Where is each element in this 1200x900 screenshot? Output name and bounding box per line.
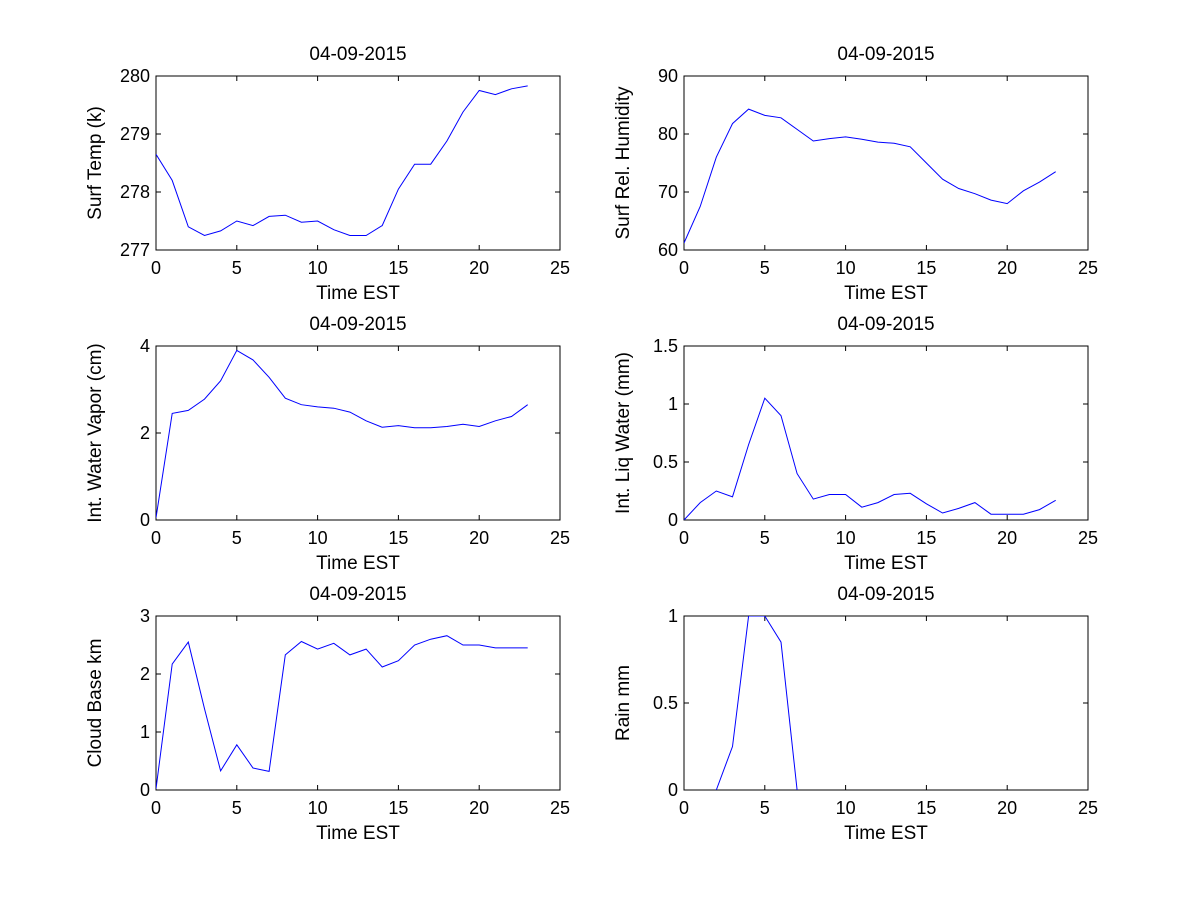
x-tick-label: 15: [388, 258, 408, 278]
x-tick-label: 10: [836, 258, 856, 278]
series-line-1: [156, 349, 528, 518]
x-tick-label: 5: [232, 798, 242, 818]
x-tick-label: 20: [997, 258, 1017, 278]
y-tick-label: 1: [668, 606, 678, 626]
y-tick-label: 2: [140, 423, 150, 443]
x-tick-label: 5: [232, 528, 242, 548]
x-tick-label: 0: [679, 528, 689, 548]
x-tick-label: 0: [151, 798, 161, 818]
series-line-1: [715, 616, 798, 790]
y-tick-label: 3: [140, 606, 150, 626]
y-tick-label: 1: [140, 722, 150, 742]
y-tick-label: 4: [140, 336, 150, 356]
plot-frame: [155, 75, 561, 251]
plot-title: 04-09-2015: [837, 44, 934, 65]
x-tick-label: 10: [308, 798, 328, 818]
y-axis-label: Surf Temp (k): [85, 106, 106, 220]
x-tick-label: 20: [997, 528, 1017, 548]
x-tick-label: 0: [679, 798, 689, 818]
y-tick-label: 0.5: [653, 452, 678, 472]
series-line-1: [156, 635, 528, 789]
y-tick-label: 277: [120, 240, 150, 260]
x-tick-label: 0: [679, 258, 689, 278]
x-tick-label: 5: [232, 258, 242, 278]
y-tick-label: 2: [140, 664, 150, 684]
subplot-6: 0 5 10 15 20 25 0 0.5 1 04-09-2015 Time EST Rain mm: [613, 584, 1098, 844]
x-tick-label: 10: [836, 528, 856, 548]
x-tick-label: 25: [550, 798, 570, 818]
x-tick-label: 15: [916, 258, 936, 278]
x-axis-label: Time EST: [316, 823, 400, 844]
x-tick-label: 10: [836, 798, 856, 818]
plot-title: 04-09-2015: [309, 44, 406, 65]
y-tick-label: 0: [668, 780, 678, 800]
plot-title: 04-09-2015: [837, 314, 934, 335]
y-tick-label: 1.5: [653, 336, 678, 356]
x-tick-label: 25: [550, 258, 570, 278]
plot-frame: [683, 345, 1089, 521]
subplot-5: 0 5 10 15 20 25 0 1 2 3 04-09-2015 Time EST Cloud Ba…: [85, 584, 570, 844]
y-tick-label: 90: [658, 66, 678, 86]
x-tick-label: 5: [760, 798, 770, 818]
plot-frame: [155, 345, 561, 521]
y-tick-label: 0: [668, 510, 678, 530]
plot-title: 04-09-2015: [309, 314, 406, 335]
y-axis-label: Int. Water Vapor (cm): [85, 343, 106, 522]
x-tick-label: 25: [1078, 258, 1098, 278]
y-tick-label: 70: [658, 182, 678, 202]
x-tick-label: 5: [760, 528, 770, 548]
x-tick-label: 20: [997, 798, 1017, 818]
x-axis-label: Time EST: [844, 823, 928, 844]
y-tick-label: 60: [658, 240, 678, 260]
x-tick-label: 10: [308, 528, 328, 548]
x-tick-label: 25: [1078, 798, 1098, 818]
subplot-4: 0 5 10 15 20 25 0 0.5 1 1.5 04-09-2015 Time EST Int.…: [613, 314, 1098, 574]
y-tick-label: 0: [140, 780, 150, 800]
series-line-1: [684, 397, 1056, 520]
x-tick-label: 20: [469, 798, 489, 818]
x-tick-label: 15: [916, 798, 936, 818]
y-axis-label: Surf Rel. Humidity: [613, 86, 634, 240]
plot-frame: [155, 615, 561, 791]
x-tick-label: 0: [151, 528, 161, 548]
y-tick-label: 278: [120, 182, 150, 202]
x-tick-label: 15: [388, 798, 408, 818]
subplot-2: 0 5 10 15 20 25 60 70 80 90 04-09-2015 Time EST Surf…: [613, 44, 1098, 304]
y-axis-label: Int. Liq Water (mm): [613, 352, 634, 514]
x-axis-label: Time EST: [316, 283, 400, 304]
x-tick-label: 25: [1078, 528, 1098, 548]
x-axis-label: Time EST: [844, 553, 928, 574]
plot-title: 04-09-2015: [309, 584, 406, 605]
x-tick-label: 15: [388, 528, 408, 548]
subplot-1: 0 5 10 15 20 25 277 278 279 280 04-09-2015 Time EST…: [85, 44, 570, 304]
y-tick-label: 80: [658, 124, 678, 144]
x-tick-label: 0: [151, 258, 161, 278]
plot-frame: [683, 615, 1089, 791]
subplot-3: 0 5 10 15 20 25 0 2 4 04-09-2015 Time EST Int. Wate…: [85, 314, 570, 574]
y-tick-label: 279: [120, 124, 150, 144]
x-axis-label: Time EST: [844, 283, 928, 304]
plot-title: 04-09-2015: [837, 584, 934, 605]
x-tick-label: 5: [760, 258, 770, 278]
y-tick-label: 280: [120, 66, 150, 86]
x-tick-label: 25: [550, 528, 570, 548]
y-tick-label: 0: [140, 510, 150, 530]
series-line-1: [156, 85, 528, 237]
y-tick-label: 0.5: [653, 693, 678, 713]
y-axis-label: Rain mm: [613, 665, 634, 741]
y-axis-label: Cloud Base km: [85, 639, 106, 768]
series-line-1: [684, 108, 1056, 244]
x-tick-label: 20: [469, 528, 489, 548]
x-tick-label: 10: [308, 258, 328, 278]
y-tick-label: 1: [668, 394, 678, 414]
x-tick-label: 20: [469, 258, 489, 278]
x-axis-label: Time EST: [316, 553, 400, 574]
plot-frame: [683, 75, 1089, 251]
x-tick-label: 15: [916, 528, 936, 548]
